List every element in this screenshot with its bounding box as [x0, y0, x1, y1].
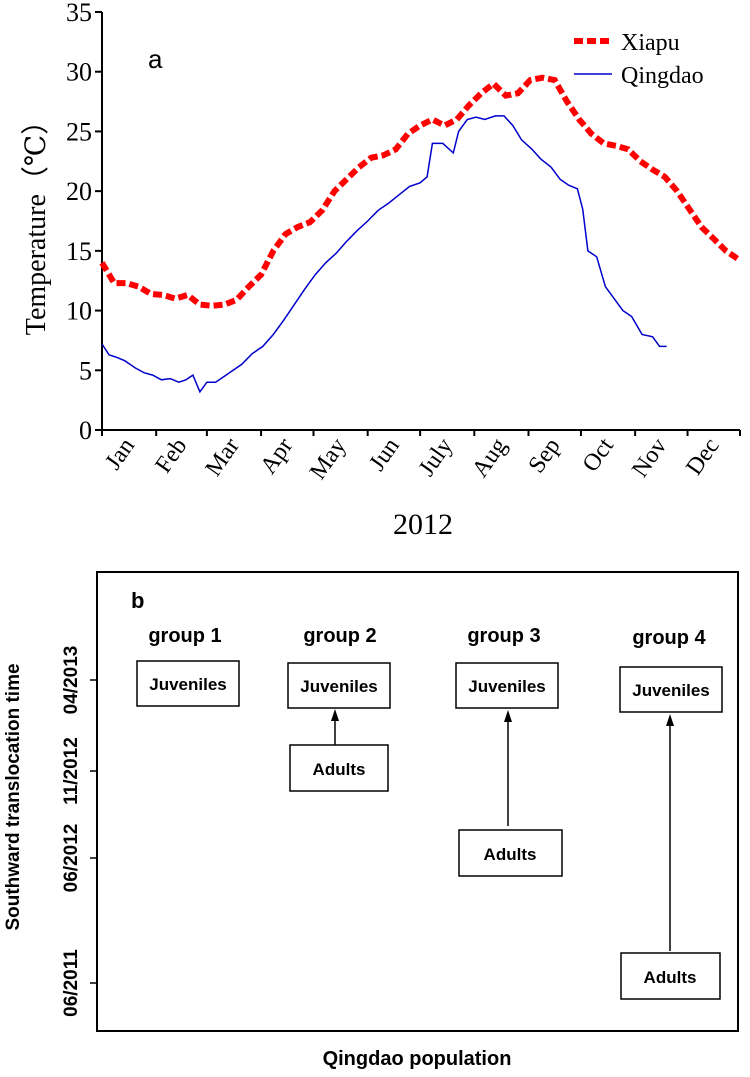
y-tick-label: 25 [66, 117, 92, 146]
group-2-title: group 2 [303, 625, 376, 647]
y-tick-label: 0 [79, 416, 92, 445]
group-3-adults-label: Adults [484, 845, 537, 864]
legend: Xiapu Qingdao [574, 30, 704, 89]
x-tick-label: Jun [364, 434, 404, 476]
x-axis-title: 2012 [393, 508, 453, 541]
group-2-juveniles-box [287, 662, 391, 709]
group-3-juveniles-label: Juveniles [468, 677, 546, 696]
group-4-adults-label: Adults [644, 968, 697, 987]
group-4-arrowhead [666, 714, 674, 726]
group-1-juveniles-box [136, 660, 240, 707]
y-tick-label-06-2011: 06/2011 [61, 949, 82, 1017]
y-tick-label-06-2012: 06/2012 [61, 824, 82, 893]
group-3-adults-box [458, 829, 563, 877]
group-3-juveniles-box [455, 662, 559, 709]
y-tick-label: 20 [66, 177, 92, 206]
y-tick-label: 10 [66, 297, 92, 326]
x-tick-label: Dec [681, 434, 724, 481]
y-tick-label: 35 [66, 0, 92, 27]
group-1-juveniles-label: Juveniles [149, 675, 227, 694]
x-tick-label: Feb [150, 434, 192, 478]
x-tick-label: Apr [255, 434, 298, 479]
y-tick-label: 15 [66, 237, 92, 266]
group-2-arrowhead [331, 709, 339, 721]
y-ticks: 0 5 10 15 20 25 30 35 [66, 0, 102, 445]
group-4-juveniles-label: Juveniles [632, 681, 710, 700]
panel-label-b: b [131, 588, 144, 613]
series-lines [99, 74, 740, 394]
x-tick-label: Aug [467, 434, 512, 483]
group-4-title: group 4 [632, 627, 706, 649]
x-tick-label: Nov [627, 434, 672, 483]
translocation-diagram: b Southward translocation time 04/2013 1… [3, 571, 739, 1070]
group-2-adults-box [289, 744, 389, 792]
y-tick-label: 30 [66, 58, 92, 87]
x-tick-label: Oct [578, 433, 619, 477]
group-2-juveniles-label: Juveniles [300, 677, 378, 696]
series-line-qingdao [101, 115, 667, 394]
y-tick-label: 5 [79, 356, 92, 385]
y-axis-title: Temperature（℃） [20, 107, 52, 335]
y-axis-title: Southward translocation time [3, 663, 24, 930]
legend-label-qingdao: Qingdao [621, 63, 704, 89]
diagram-frame [96, 571, 739, 1032]
group-4-juveniles-box [619, 666, 723, 713]
group-3-arrowhead [504, 710, 512, 722]
legend-label-xiapu: Xiapu [621, 30, 680, 56]
y-tick-label-11-2012: 11/2012 [61, 737, 82, 805]
group-3-title: group 3 [467, 625, 540, 647]
panel-label-a: a [148, 44, 163, 74]
x-tick-label: May [305, 434, 352, 485]
x-tick-label: Jan [100, 434, 140, 475]
x-tick-label: July [414, 434, 458, 482]
x-tick-label: Sep [524, 434, 566, 478]
x-axis-title: Qingdao population [323, 1048, 512, 1070]
group-1-title: group 1 [148, 625, 221, 647]
x-tick-label: Mar [201, 434, 245, 482]
x-ticks: Jan Feb Mar Apr May Jun July Aug Sep Oct Nov Dec [100, 430, 741, 485]
group-4-adults-box [620, 952, 721, 1000]
temperature-line-chart: 0 5 10 15 20 25 30 35 Jan Feb Mar Apr May Jun July Aug… [20, 0, 741, 541]
y-tick-label-04-2013: 04/2013 [61, 646, 82, 715]
group-2-adults-label: Adults [313, 760, 366, 779]
series-line-xiapu [99, 74, 740, 309]
